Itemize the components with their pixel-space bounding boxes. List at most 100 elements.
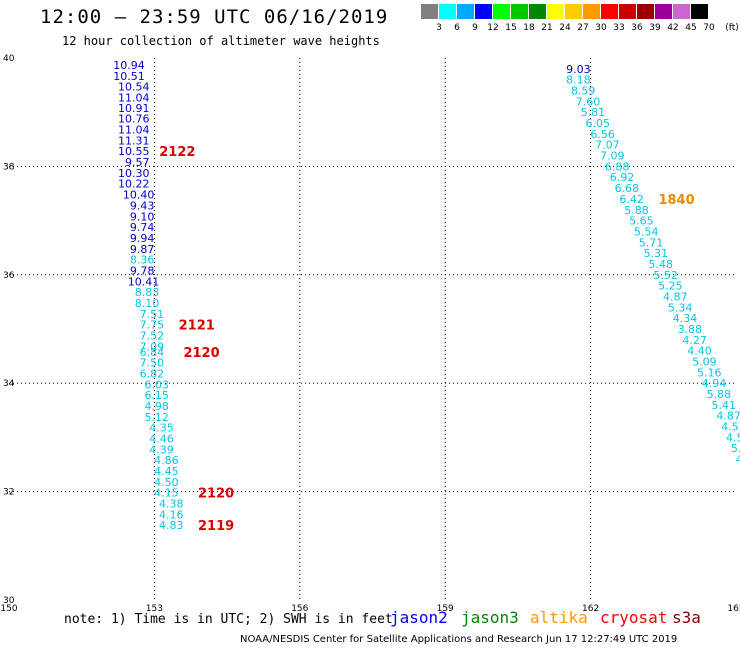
wave-height-label: 7.75 <box>140 319 165 332</box>
satellite-label-cryosat: cryosat <box>600 608 668 627</box>
lat-tick-label: 38 <box>3 162 15 172</box>
pass-time-label: 2120 <box>183 346 219 361</box>
wave-height-label: 9.57 <box>125 156 150 169</box>
legend-swatch <box>691 4 708 19</box>
legend-swatch <box>547 4 564 19</box>
legend-level-label: 45 <box>685 23 697 33</box>
wave-height-label: 9.78 <box>130 264 155 277</box>
wave-height-label: 4.46 <box>149 432 174 445</box>
wave-height-label: 5.31 <box>644 247 669 260</box>
page-title: 12:00 – 23:59 UTC 06/16/2019 <box>40 6 389 28</box>
wave-height-label: 5.65 <box>629 215 654 228</box>
wave-height-label: 4.53 <box>721 421 740 434</box>
legend-swatch <box>439 4 456 19</box>
wave-height-label: 6.92 <box>610 171 635 184</box>
wave-height-label: 4.86 <box>736 453 740 466</box>
wave-height-label: 4.16 <box>159 508 184 521</box>
wave-height-label: 7.50 <box>140 357 165 370</box>
legend-level-label: 18 <box>523 23 535 33</box>
legend-level-label: 42 <box>667 23 679 33</box>
wave-height-label: 7.07 <box>595 139 620 152</box>
wave-height-label: 5.25 <box>658 280 683 293</box>
lat-tick-label: 30 <box>3 596 15 606</box>
legend-swatch <box>421 4 438 19</box>
wave-height-label: 5.12 <box>144 411 169 424</box>
legend-swatch <box>583 4 600 19</box>
lat-tick-label: 34 <box>3 379 15 389</box>
wave-height-label: 10.30 <box>118 167 150 180</box>
wave-height-label: 4.87 <box>716 410 740 423</box>
legend-swatch <box>565 4 582 19</box>
wave-height-label: 6.56 <box>590 128 615 141</box>
wave-height-label: 4.45 <box>154 465 179 478</box>
satellite-label-jason2: jason2 <box>390 608 448 627</box>
wave-height-label: 5.71 <box>639 236 664 249</box>
wave-height-label: 10.91 <box>118 102 150 115</box>
wave-height-label: 11.04 <box>118 92 150 105</box>
legend-swatch <box>655 4 672 19</box>
wave-height-label: 7.60 <box>576 95 601 108</box>
wave-height-label: 5.48 <box>648 258 673 271</box>
wave-height-label: 5.34 <box>668 301 693 314</box>
satellite-label-altika: altika <box>530 608 588 627</box>
pass-time-label: 2121 <box>179 319 215 334</box>
legend-level-label: 15 <box>505 23 517 33</box>
wave-height-label: 6.82 <box>140 367 165 380</box>
wave-height-label: 10.22 <box>118 178 150 191</box>
wave-height-label: 5.54 <box>634 225 659 238</box>
lon-tick-label: 156 <box>291 604 308 614</box>
legend-level-label: 6 <box>454 23 460 33</box>
wave-height-label: 6.42 <box>619 193 644 206</box>
wave-height-label: 6.88 <box>605 160 630 173</box>
legend-level-label: 70 <box>703 23 715 33</box>
legend-swatch <box>601 4 618 19</box>
wave-height-label: 7.09 <box>140 340 165 353</box>
wave-height-label: 4.94 <box>702 377 727 390</box>
legend-swatch <box>673 4 690 19</box>
legend-unit-label: (ft) <box>725 23 739 33</box>
wave-height-label: 5.09 <box>692 356 717 369</box>
wave-height-label: 8.10 <box>135 297 160 310</box>
wave-height-label: 8.36 <box>130 254 155 267</box>
page-subtitle: 12 hour collection of altimeter wave hei… <box>62 34 380 48</box>
wave-height-label: 4.38 <box>159 498 184 511</box>
wave-height-label: 4.50 <box>726 431 740 444</box>
wave-height-label: 3.88 <box>678 323 703 336</box>
legend-swatch <box>511 4 528 19</box>
wave-height-label: 6.05 <box>585 117 610 130</box>
wave-height-label: 7.52 <box>140 330 165 343</box>
legend-swatch <box>637 4 654 19</box>
wave-height-label: 4.40 <box>687 345 712 358</box>
lon-tick-label: 150 <box>0 604 17 614</box>
credit-line: NOAA/NESDIS Center for Satellite Applica… <box>240 634 678 645</box>
pass-time-label: 2122 <box>159 145 195 160</box>
wave-height-label: 5.88 <box>624 204 649 217</box>
legend-level-label: 3 <box>436 23 442 33</box>
legend-level-label: 39 <box>649 23 661 33</box>
lon-tick-label: 159 <box>437 604 454 614</box>
wave-height-label: 10.40 <box>123 189 155 202</box>
wave-height-label: 4.83 <box>159 519 184 532</box>
legend-level-label: 36 <box>631 23 643 33</box>
lon-tick-label: 153 <box>146 604 163 614</box>
pass-time-label: 1840 <box>658 193 694 208</box>
wave-height-label: 6.03 <box>144 378 169 391</box>
wave-height-label: 9.74 <box>130 221 155 234</box>
legend-swatch <box>457 4 474 19</box>
wave-height-label: 4.15 <box>154 487 179 500</box>
wave-height-label: 4.34 <box>673 312 698 325</box>
wave-height-label: 8.59 <box>571 85 596 98</box>
wave-height-label: 7.09 <box>600 150 625 163</box>
satellite-label-s3a: s3a <box>672 608 701 627</box>
wave-height-label: 5.16 <box>697 366 722 379</box>
wave-height-label: 5.88 <box>707 388 732 401</box>
wave-height-label: 10.51 <box>113 70 145 83</box>
wave-height-label: 10.41 <box>128 275 160 288</box>
wave-height-label: 9.43 <box>130 199 155 212</box>
lon-tick-label: 162 <box>582 604 599 614</box>
wave-height-label: 5.41 <box>712 399 737 412</box>
wave-height-label: 6.15 <box>144 389 169 402</box>
wave-height-label: 10.94 <box>113 59 145 72</box>
wave-height-label: 11.04 <box>118 124 150 137</box>
